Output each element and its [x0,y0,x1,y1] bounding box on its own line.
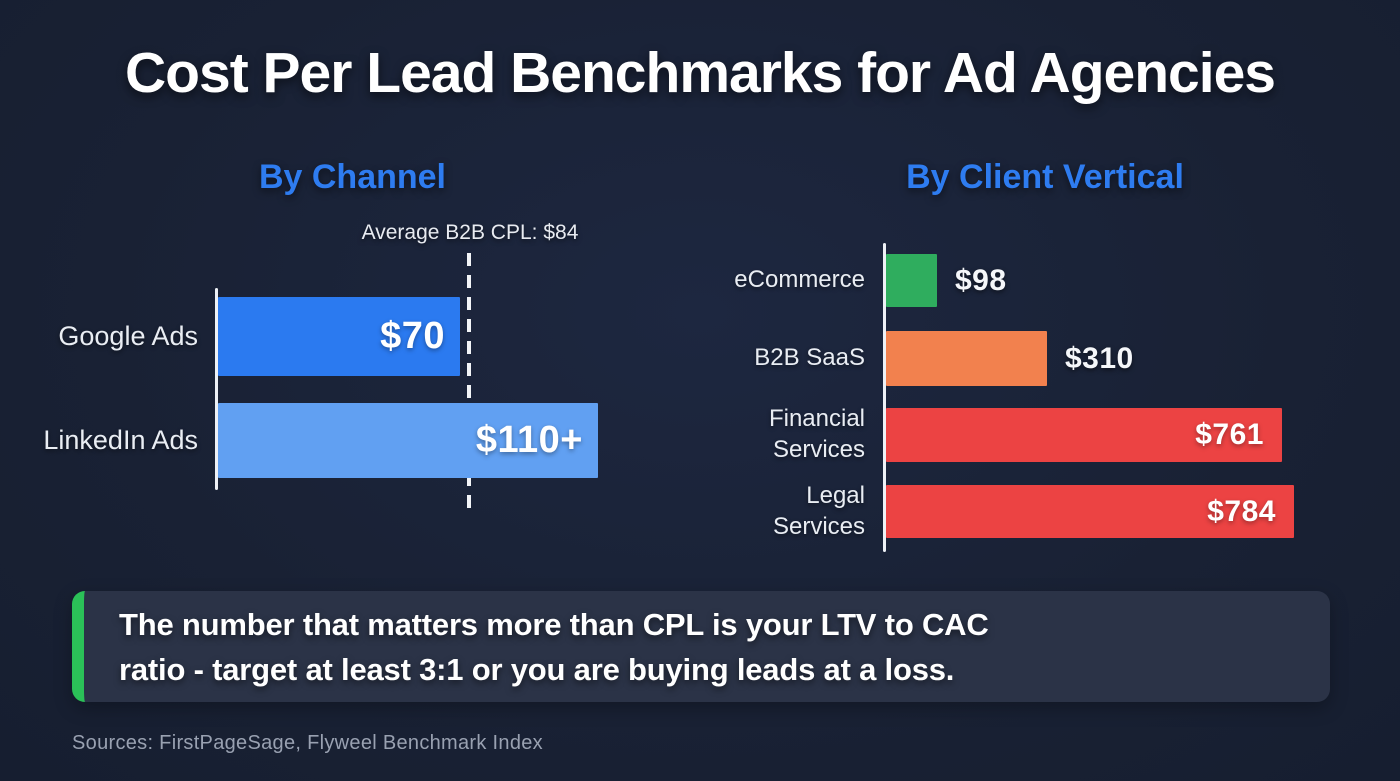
callout-box: The number that matters more than CPL is… [72,591,1330,702]
average-cpl-dashed-line [467,253,471,508]
bar-value-label: $310 [1065,341,1134,375]
chart-title-by-channel: By Channel [258,158,447,196]
y-axis-line [215,288,218,490]
bar-value-label: $784 [1207,494,1276,528]
y-axis-line [883,243,886,552]
bar: $70 [218,297,460,376]
page-title: Cost Per Lead Benchmarks for Ad Agencies [125,41,1276,105]
bar-value-label: $761 [1195,418,1264,451]
category-label: Google Ads [58,321,198,352]
callout-text-line2: ratio - target at least 3:1 or you are b… [119,651,955,687]
chart-title-by-client-vertical: By Client Vertical [906,158,1184,196]
bar-value-label: $98 [955,263,1007,297]
bar: $110+ [218,403,598,478]
category-label: Financial Services [768,405,865,463]
category-label: B2B SaaS [754,344,865,372]
sources-footnote: Sources: FirstPageSage, Flyweel Benchmar… [72,732,543,754]
category-label: Legal Services [772,481,865,540]
average-cpl-annotation: Average B2B CPL: $84 [361,221,579,244]
bar [886,331,1047,386]
bar [886,254,937,307]
callout-text-line1: The number that matters more than CPL is… [119,606,989,642]
category-label: LinkedIn Ads [43,425,198,456]
bar: $761 [886,408,1282,462]
category-label: eCommerce [734,266,865,294]
bar-value-label: $70 [380,315,445,357]
bar-value-label: $110+ [475,419,583,461]
bar: $784 [886,485,1294,538]
